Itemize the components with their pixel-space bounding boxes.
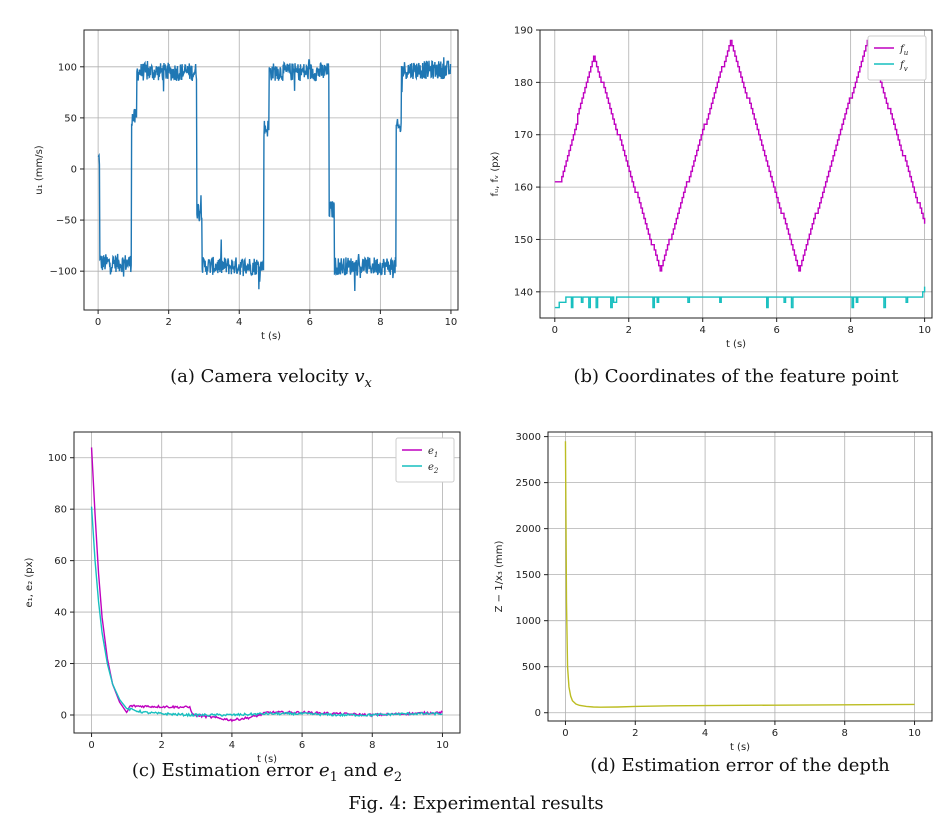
y-tick-label: 160 — [514, 183, 533, 194]
plot-frame — [539, 29, 933, 319]
plot-frame — [83, 29, 459, 311]
y-tick-label: 0 — [535, 708, 541, 719]
y-tick-label: −50 — [56, 216, 77, 227]
panel-caption: (c) Estimation error e1 and e2 — [132, 760, 402, 785]
x-tick-label: 4 — [702, 728, 708, 739]
x-tick-label: 0 — [95, 317, 101, 328]
legend-label-subscript: 1 — [434, 451, 438, 459]
y-tick-label: 0 — [61, 710, 67, 721]
x-tick-label: 6 — [307, 317, 313, 328]
series-line — [97, 57, 452, 292]
legend-label: e2 — [428, 462, 439, 475]
x-tick-label: 10 — [918, 325, 931, 336]
y-tick-label: 60 — [54, 556, 67, 567]
caption-subscript: 1 — [330, 770, 338, 785]
y-tick-label: 150 — [514, 235, 533, 246]
x-tick-label: 2 — [165, 317, 171, 328]
x-tick-label: 2 — [632, 728, 638, 739]
y-axis-label: e₁, e₂ (px) — [24, 557, 35, 607]
legend-label-subscript: 2 — [433, 467, 439, 475]
legend-box — [867, 35, 927, 81]
legend-label-subscript: v — [904, 65, 908, 73]
plot-frame — [547, 431, 933, 722]
x-tick-label: 8 — [369, 740, 375, 751]
caption-subscript: 2 — [394, 770, 402, 785]
x-axis-label: t (s) — [261, 331, 281, 342]
y-tick-label: 80 — [54, 505, 67, 516]
panel-a-velocity-chart: 0 2 4 6 8 10 −100 −50 0 50 100 t (s) u₁ (mm/s) (a) Ca… — [34, 29, 459, 391]
x-tick-label: 0 — [88, 740, 94, 751]
x-tick-label: 4 — [229, 740, 235, 751]
y-tick-label: 2500 — [516, 478, 541, 489]
y-tick-label: 170 — [514, 130, 533, 141]
x-tick-label: 0 — [552, 325, 558, 336]
x-axis-label: t (s) — [726, 339, 746, 350]
x-tick-label: 4 — [700, 325, 706, 336]
caption-text: and — [338, 760, 383, 781]
y-tick-label: 0 — [71, 164, 77, 175]
caption-variable: e — [319, 760, 330, 781]
x-tick-label: 8 — [847, 325, 853, 336]
y-tick-label: 20 — [54, 659, 67, 670]
x-axis-label: t (s) — [257, 754, 277, 765]
legend-label: e1 — [428, 446, 438, 459]
legend-label-subscript: u — [904, 49, 909, 57]
series-line — [90, 447, 443, 723]
series-line — [90, 506, 443, 718]
y-tick-label: 2000 — [516, 524, 541, 535]
legend-label: fu — [899, 44, 909, 57]
x-tick-label: 2 — [159, 740, 165, 751]
x-axis-label: t (s) — [730, 742, 750, 753]
x-tick-label: 10 — [445, 317, 458, 328]
panel-caption: (d) Estimation error of the depth — [590, 755, 890, 776]
panel-b-feature-coordinates-chart: 0 2 4 6 8 10 140 150 160 170 180 190 t (s) fᵤ, fᵥ (px… — [490, 26, 933, 387]
series-line — [564, 441, 915, 708]
x-tick-label: 0 — [562, 728, 568, 739]
x-tick-label: 2 — [626, 325, 632, 336]
x-tick-label: 10 — [436, 740, 449, 751]
x-tick-label: 8 — [842, 728, 848, 739]
series-line — [554, 286, 926, 309]
y-tick-label: 50 — [64, 113, 77, 124]
plot-frame — [73, 431, 461, 734]
series-line — [554, 39, 926, 272]
y-tick-label: 100 — [58, 62, 77, 73]
y-tick-label: 1500 — [516, 570, 541, 581]
x-tick-label: 4 — [236, 317, 242, 328]
legend-box — [395, 437, 455, 483]
y-tick-label: 1000 — [516, 616, 541, 627]
x-tick-label: 6 — [772, 728, 778, 739]
y-axis-label: u₁ (mm/s) — [34, 145, 45, 194]
y-tick-label: 3000 — [516, 432, 541, 443]
caption-variable: v — [354, 366, 364, 387]
y-tick-label: 180 — [514, 78, 533, 89]
y-axis-label: fᵤ, fᵥ (px) — [490, 151, 501, 196]
caption-variable: e — [383, 760, 394, 781]
x-tick-label: 6 — [299, 740, 305, 751]
caption-subscript: x — [365, 376, 373, 391]
y-axis-label: Z − 1/x₃ (mm) — [494, 541, 505, 613]
panel-caption: (a) Camera velocity vx — [170, 366, 372, 391]
x-tick-label: 10 — [908, 728, 921, 739]
figure-caption: Fig. 4: Experimental results — [348, 793, 603, 814]
y-tick-label: 140 — [514, 287, 533, 298]
y-tick-label: 190 — [514, 26, 533, 37]
y-tick-label: 100 — [48, 453, 67, 464]
y-tick-label: 500 — [522, 662, 541, 673]
x-tick-label: 8 — [377, 317, 383, 328]
x-tick-label: 6 — [773, 325, 779, 336]
panel-caption: (b) Coordinates of the feature point — [573, 366, 899, 387]
y-tick-label: 40 — [54, 608, 67, 619]
legend-label: fv — [899, 60, 908, 73]
panel-d-depth-error-chart: 0 2 4 6 8 10 0 500 1000 1500 2000 2500 3000 t (s) Z − … — [494, 431, 933, 776]
y-tick-label: −100 — [50, 267, 77, 278]
